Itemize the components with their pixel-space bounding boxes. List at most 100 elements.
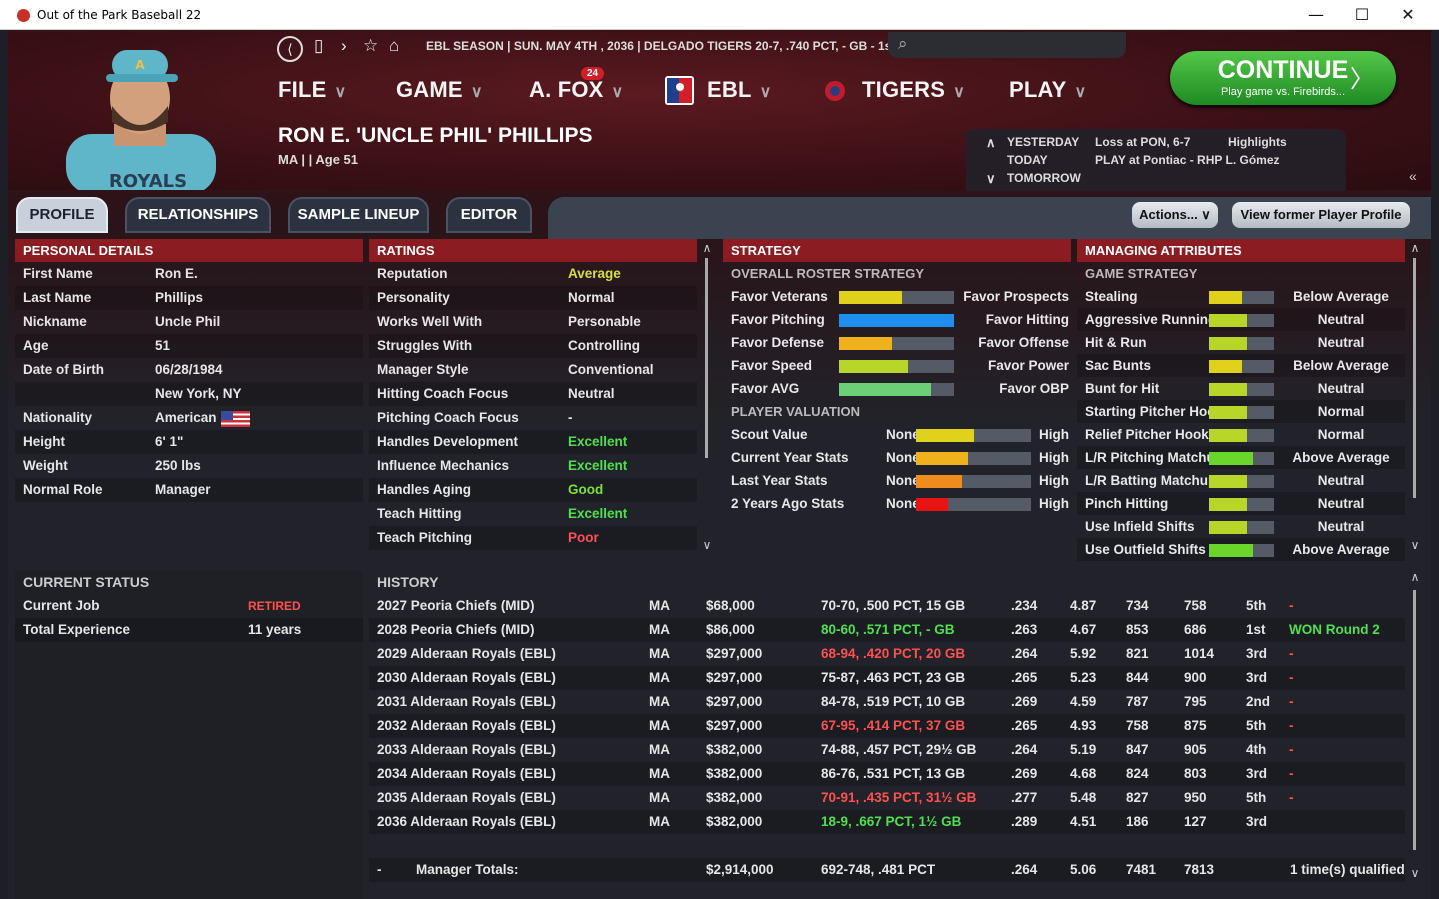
history-team[interactable]: 2032 Alderaan Royals (EBL) <box>377 718 556 733</box>
tab-editor[interactable]: EDITOR <box>446 197 532 233</box>
managing-scrollbar[interactable] <box>1413 258 1416 498</box>
history-team[interactable]: 2034 Alderaan Royals (EBL) <box>377 766 556 781</box>
close-button[interactable]: ✕ <box>1401 5 1415 24</box>
history-row[interactable]: 2031 Alderaan Royals (EBL) MA $297,000 84-7… <box>369 690 1405 714</box>
forward-icon[interactable]: › <box>341 36 347 55</box>
search-input[interactable]: ⌕ <box>888 32 1126 58</box>
history-row[interactable]: 2033 Alderaan Royals (EBL) MA $382,000 74-8… <box>369 738 1405 762</box>
history-team[interactable]: 2036 Alderaan Royals (EBL) <box>377 814 556 829</box>
field-value: 51 <box>155 338 171 353</box>
history-row[interactable]: 2036 Alderaan Royals (EBL) MA $382,000 18-9… <box>369 810 1405 834</box>
attribute-slider[interactable] <box>1209 429 1274 442</box>
scroll-up-icon[interactable]: ∧ <box>702 241 712 255</box>
strategy-slider[interactable] <box>839 383 954 396</box>
history-row[interactable]: 2027 Peoria Chiefs (MID) MA $68,000 70-70, … <box>369 594 1405 618</box>
highlights-link[interactable]: Highlights <box>1228 135 1287 149</box>
chevron-down-icon[interactable]: ∨ <box>986 171 996 186</box>
history-pos: MA <box>649 790 670 805</box>
schedule-box: ∧ ∨ YESTERDAY TODAY TOMORROW Loss at PON… <box>966 129 1346 191</box>
us-flag-icon <box>221 411 250 427</box>
home-icon[interactable]: ⌂ <box>389 36 400 55</box>
strategy-slider[interactable] <box>839 314 954 327</box>
tab-sample-lineup[interactable]: SAMPLE LINEUP <box>288 197 429 233</box>
history-row[interactable]: 2030 Alderaan Royals (EBL) MA $297,000 75-8… <box>369 666 1405 690</box>
actions-button[interactable]: Actions... ∨ <box>1132 202 1218 228</box>
field-value: 06/28/1984 <box>155 362 223 377</box>
menu-game[interactable]: GAME ∨ <box>396 77 483 102</box>
valuation-high-label: High <box>1039 496 1069 511</box>
history-team[interactable]: 2031 Alderaan Royals (EBL) <box>377 694 556 709</box>
attribute-slider[interactable] <box>1209 337 1274 350</box>
menu-manager[interactable]: A. FOX ∨ <box>529 77 624 102</box>
attribute-slider[interactable] <box>1209 475 1274 488</box>
history-row[interactable]: 2029 Alderaan Royals (EBL) MA $297,000 68-9… <box>369 642 1405 666</box>
minimize-button[interactable]: — <box>1308 5 1324 24</box>
personal-row: Height 6' 1" <box>15 430 363 454</box>
tab-relationships[interactable]: RELATIONSHIPS <box>125 197 271 233</box>
attribute-slider[interactable] <box>1209 314 1274 327</box>
valuation-slider[interactable] <box>916 475 1031 488</box>
history-row[interactable]: 2032 Alderaan Royals (EBL) MA $297,000 67-9… <box>369 714 1405 738</box>
slider-fill <box>1209 406 1247 419</box>
scroll-down-icon[interactable]: ∨ <box>1410 866 1420 880</box>
attribute-slider[interactable] <box>1209 498 1274 511</box>
rating-value: Excellent <box>568 434 628 449</box>
maximize-button[interactable]: ☐ <box>1354 5 1370 24</box>
attribute-label: Bunt for Hit <box>1085 381 1160 396</box>
menu-team[interactable]: TIGERS ∨ <box>862 77 966 102</box>
scroll-down-icon[interactable]: ∨ <box>1410 538 1420 552</box>
tab-profile[interactable]: PROFILE <box>16 197 108 233</box>
status-row: Total Experience 11 years <box>15 618 363 642</box>
attribute-slider[interactable] <box>1209 544 1274 557</box>
menu-file[interactable]: FILE ∨ <box>278 77 347 102</box>
attribute-slider[interactable] <box>1209 452 1274 465</box>
strategy-slider[interactable] <box>839 291 954 304</box>
field-value: Uncle Phil <box>155 314 221 329</box>
continue-button[interactable]: CONTINUE Play game vs. Firebirds... 〉 <box>1170 51 1396 105</box>
attribute-value: Normal <box>1317 427 1365 442</box>
history-rec: 67-95, .414 PCT, 37 GB <box>821 718 966 733</box>
history-fin: 5th <box>1246 790 1267 805</box>
valuation-slider[interactable] <box>916 498 1031 511</box>
history-row[interactable]: 2035 Alderaan Royals (EBL) MA $382,000 70-9… <box>369 786 1405 810</box>
app-logo-icon <box>17 9 30 22</box>
history-rs: 827 <box>1126 790 1149 805</box>
scroll-up-icon[interactable]: ∧ <box>1410 241 1420 255</box>
attribute-slider[interactable] <box>1209 521 1274 534</box>
attribute-slider[interactable] <box>1209 291 1274 304</box>
history-team[interactable]: 2028 Peoria Chiefs (MID) <box>377 622 535 637</box>
history-fin: 3rd <box>1246 670 1268 685</box>
attribute-slider[interactable] <box>1209 360 1274 373</box>
history-row[interactable]: 2034 Alderaan Royals (EBL) MA $382,000 86-7… <box>369 762 1405 786</box>
attribute-slider[interactable] <box>1209 383 1274 396</box>
scroll-down-icon[interactable]: ∨ <box>702 538 712 552</box>
history-team[interactable]: 2029 Alderaan Royals (EBL) <box>377 646 556 661</box>
strategy-slider[interactable] <box>839 337 954 350</box>
history-team[interactable]: 2027 Peoria Chiefs (MID) <box>377 598 535 613</box>
valuation-slider[interactable] <box>916 452 1031 465</box>
ratings-scrollbar[interactable] <box>705 258 708 458</box>
attribute-slider[interactable] <box>1209 406 1274 419</box>
history-team[interactable]: 2033 Alderaan Royals (EBL) <box>377 742 556 757</box>
chevron-up-icon[interactable]: ∧ <box>986 135 996 150</box>
scroll-up-icon[interactable]: ∧ <box>1410 570 1420 584</box>
star-icon[interactable]: ☆ <box>363 36 379 55</box>
today-game[interactable]: PLAY at Pontiac - RHP L. Gómez <box>1095 153 1280 167</box>
history-team[interactable]: 2035 Alderaan Royals (EBL) <box>377 790 556 805</box>
panel-title: PERSONAL DETAILS <box>15 239 363 262</box>
bookmark-icon[interactable]: ▯ <box>314 36 324 55</box>
view-former-profile-button[interactable]: View former Player Profile <box>1232 202 1410 228</box>
history-row[interactable]: 2028 Peoria Chiefs (MID) MA $86,000 80-60, … <box>369 618 1405 642</box>
menu-play[interactable]: PLAY ∨ <box>1009 77 1087 102</box>
field-label: Date of Birth <box>23 362 104 377</box>
collapse-icon[interactable]: « <box>1409 168 1417 184</box>
back-icon[interactable]: ⟨ <box>277 36 303 62</box>
yesterday-result[interactable]: Loss at PON, 6-7 <box>1095 135 1191 149</box>
strategy-right-label: Favor Offense <box>978 335 1069 350</box>
history-scrollbar[interactable] <box>1413 590 1416 850</box>
valuation-slider[interactable] <box>916 429 1031 442</box>
history-team[interactable]: 2030 Alderaan Royals (EBL) <box>377 670 556 685</box>
slider-fill <box>1209 521 1247 534</box>
strategy-slider[interactable] <box>839 360 954 373</box>
menu-league[interactable]: EBL ∨ <box>707 77 772 102</box>
